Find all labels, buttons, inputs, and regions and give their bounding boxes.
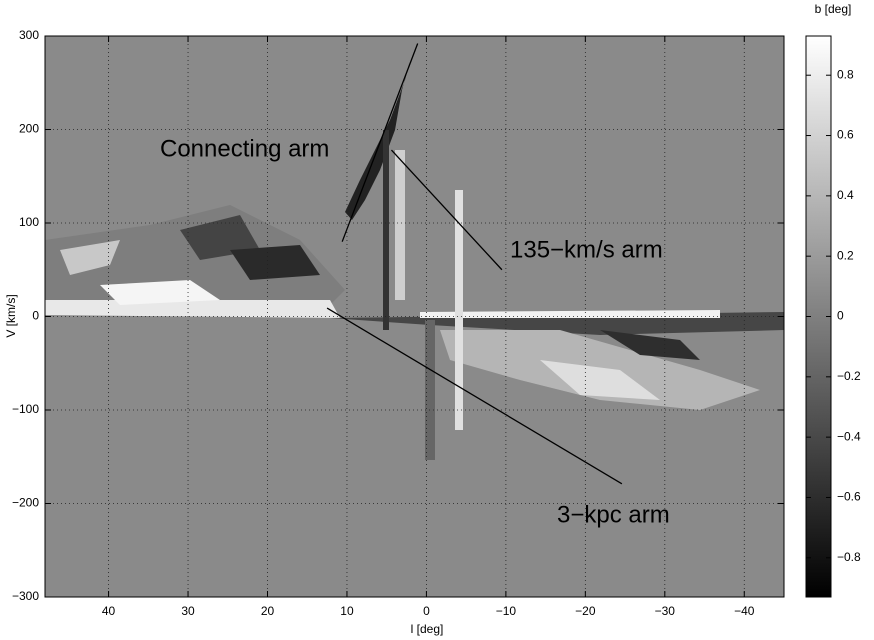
colorbar-tick-label: 0.8 [837,67,854,81]
y-tick-label: 300 [19,28,39,42]
annotation-text: 135−km/s arm [510,236,663,263]
annotation-line [390,149,503,271]
colorbar-tick-label: 0.4 [837,188,854,202]
x-tick-label: −40 [734,604,755,618]
y-axis-label: V [km/s] [4,294,18,337]
colorbar-tick-label: −0.8 [837,550,861,564]
colorbar-label: b [deg] [815,2,852,16]
x-tick-label: −20 [575,604,596,618]
x-tick-label: −30 [655,604,676,618]
x-tick-label: 10 [340,604,354,618]
x-axis-label: l [deg] [411,622,444,636]
colorbar-tick-label: 0 [837,309,844,323]
y-tick-label: −100 [12,402,39,416]
y-tick-label: 0 [32,309,39,323]
y-tick-label: −200 [12,496,39,510]
x-tick-label: 20 [261,604,275,618]
x-tick-label: 0 [423,604,430,618]
annotation-line [341,43,419,242]
annotation-text: Connecting arm [160,135,329,162]
colorbar-tick-label: 0.6 [837,128,854,142]
x-tick-label: 40 [102,604,116,618]
annotation-line [326,307,623,485]
colorbar-tick-label: 0.2 [837,248,854,262]
x-tick-label: 30 [181,604,195,618]
colorbar-tick-label: −0.4 [837,429,861,443]
y-tick-label: −300 [12,589,39,603]
emission-pattern [45,60,784,460]
x-tick-label: −10 [496,604,517,618]
annotation-text: 3−kpc arm [557,501,670,528]
y-tick-label: 200 [19,122,39,136]
colorbar-tick-label: −0.2 [837,369,861,383]
colorbar-tick-label: −0.6 [837,490,861,504]
y-tick-label: 100 [19,215,39,229]
